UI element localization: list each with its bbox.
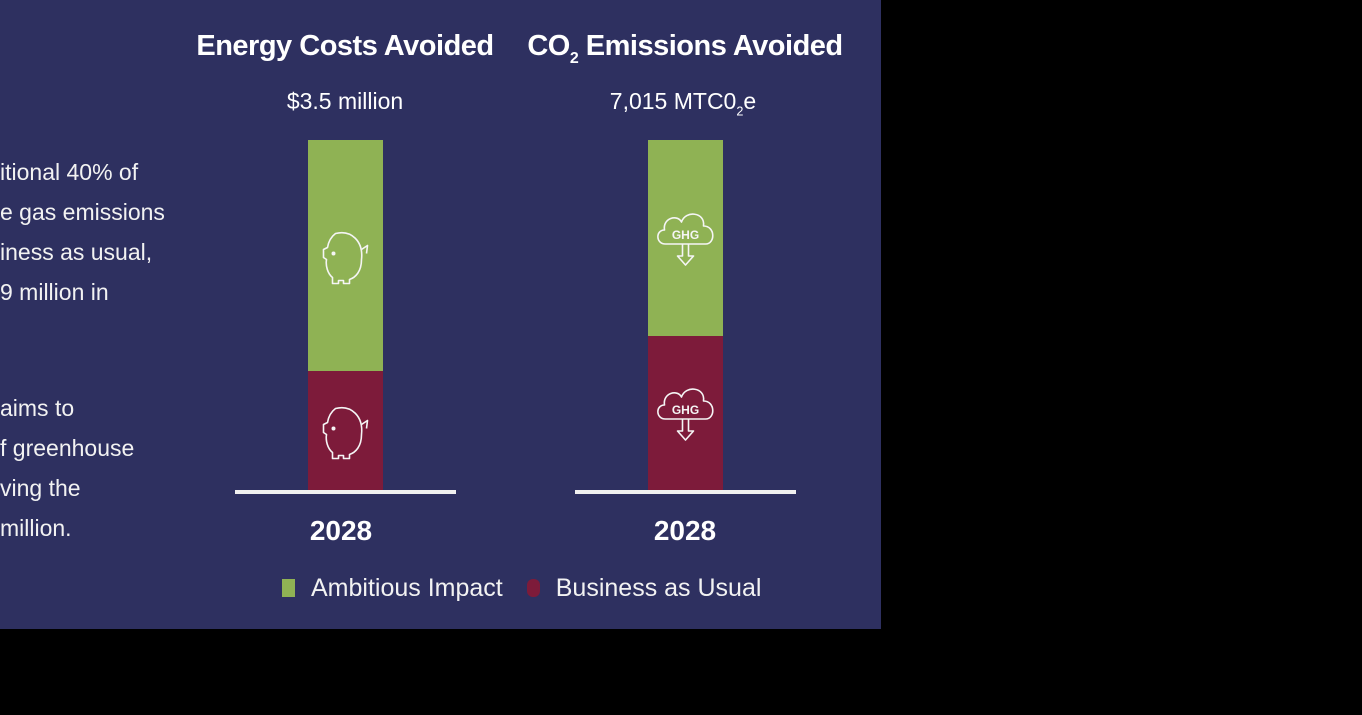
bar-segment-business-as-usual xyxy=(648,336,723,490)
paragraph-line: e gas emissions xyxy=(0,199,165,225)
body-paragraph-1: itional 40% of e gas emissions iness as … xyxy=(0,152,165,312)
value-rest: e xyxy=(743,88,757,114)
x-tick-label: 2028 xyxy=(310,515,372,546)
ghg-cloud-icon: GHG xyxy=(657,213,714,266)
paragraph-line: iness as usual, xyxy=(0,239,153,265)
infographic-panel: itional 40% of e gas emissions iness as … xyxy=(0,0,881,629)
co2-chart-title: CO2 Emissions Avoided xyxy=(520,30,850,68)
legend-item-business: Business as Usual xyxy=(526,573,762,603)
value-sub: 2 xyxy=(736,104,744,119)
paragraph-line: million. xyxy=(0,515,72,541)
energy-chart-value: $3.5 million xyxy=(286,88,404,114)
bar-segment-business-as-usual xyxy=(308,371,383,490)
legend-label-business: Business as Usual xyxy=(555,573,762,602)
piggy-bank-icon xyxy=(322,406,369,460)
ghg-icon-label: GHG xyxy=(672,403,699,417)
paragraph-line: itional 40% of xyxy=(0,159,139,185)
title-co: CO xyxy=(527,30,570,62)
paragraph-line: aims to xyxy=(0,395,75,421)
value-main: 7,015 MTC0 xyxy=(609,88,737,114)
energy-chart-title: Energy Costs Avoided xyxy=(196,30,494,62)
paragraph-line: 9 million in xyxy=(0,279,109,305)
paragraph-line: f greenhouse xyxy=(0,435,135,461)
legend-swatch-business xyxy=(526,579,540,597)
paragraph-line: ving the xyxy=(0,475,81,501)
ghg-icon-label: GHG xyxy=(672,228,699,242)
ghg-cloud-icon: GHG xyxy=(657,388,714,441)
title-sub: 2 xyxy=(569,49,579,67)
title-rest: Emissions Avoided xyxy=(578,30,843,62)
stacked-bar-charts: 2028 GHG GHG 2028 xyxy=(235,140,796,546)
bar-segment-ambitious-impact xyxy=(648,140,723,336)
legend-swatch-ambitious xyxy=(282,579,295,597)
x-tick-label: 2028 xyxy=(654,515,716,546)
legend-label-ambitious: Ambitious Impact xyxy=(311,573,503,602)
bar-segment-ambitious-impact xyxy=(308,140,383,371)
piggy-bank-icon xyxy=(322,231,369,285)
legend: Ambitious Impact Business as Usual xyxy=(282,570,785,606)
body-paragraph-2: aims to f greenhouse ving the million. xyxy=(0,388,134,548)
co2-chart-value: 7,015 MTC02e xyxy=(583,88,783,118)
legend-item-ambitious: Ambitious Impact xyxy=(282,574,503,603)
